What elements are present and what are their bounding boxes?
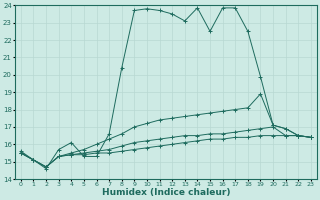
X-axis label: Humidex (Indice chaleur): Humidex (Indice chaleur) xyxy=(102,188,230,197)
